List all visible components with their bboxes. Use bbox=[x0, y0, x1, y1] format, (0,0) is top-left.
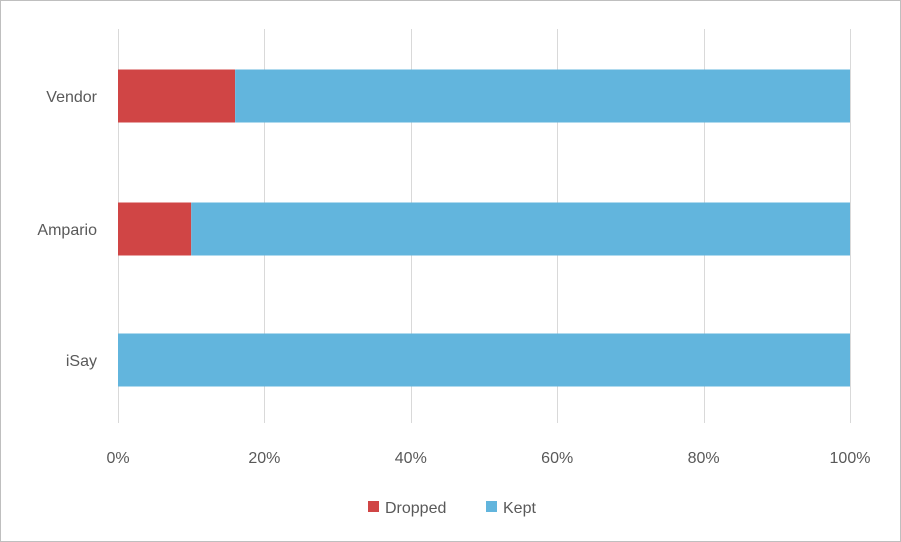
x-tick-label: 0% bbox=[106, 450, 129, 467]
bar-kept-vendor bbox=[235, 69, 850, 123]
legend-swatch-kept bbox=[486, 501, 497, 512]
x-tick-label: 40% bbox=[395, 450, 427, 467]
bar-dropped-ampario bbox=[118, 202, 192, 256]
category-label: iSay bbox=[66, 353, 97, 370]
legend-swatch-dropped bbox=[368, 501, 379, 512]
x-tick-label: 20% bbox=[248, 450, 280, 467]
bar-dropped-vendor bbox=[118, 69, 236, 123]
bars bbox=[118, 69, 850, 387]
x-axis-tick-labels: 0% 20% 40% 60% 80% 100% bbox=[106, 450, 870, 467]
legend-label-dropped: Dropped bbox=[385, 500, 446, 517]
category-label: Vendor bbox=[46, 89, 97, 106]
bar-kept-isay bbox=[118, 333, 850, 387]
legend: Dropped Kept bbox=[368, 500, 536, 517]
bar-kept-ampario bbox=[191, 202, 850, 256]
category-label: Ampario bbox=[37, 222, 97, 239]
x-tick-label: 80% bbox=[688, 450, 720, 467]
category-labels: Vendor Ampario iSay bbox=[37, 89, 97, 370]
x-tick-label: 60% bbox=[541, 450, 573, 467]
legend-label-kept: Kept bbox=[503, 500, 536, 517]
x-tick-label: 100% bbox=[830, 450, 871, 467]
